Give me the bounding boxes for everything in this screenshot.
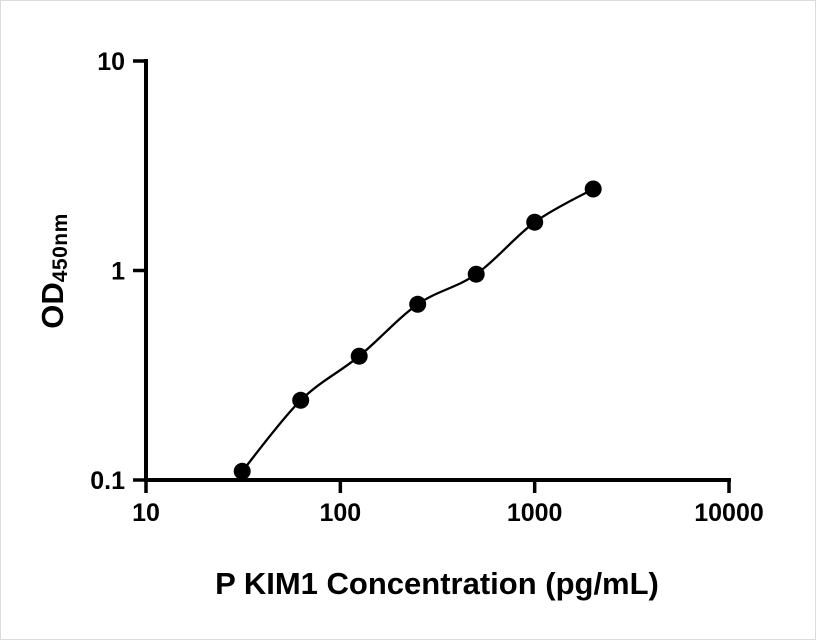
y-axis-title-sub: 450nm xyxy=(49,213,72,283)
x-tick-label: 100 xyxy=(319,499,361,527)
y-axis-title: OD450nm xyxy=(35,213,72,329)
data-point-marker xyxy=(526,213,544,231)
x-tick-label: 10 xyxy=(132,499,160,527)
y-tick-label: 10 xyxy=(97,48,125,76)
y-tick-label: 0.1 xyxy=(90,467,125,495)
x-tick-label: 1000 xyxy=(507,499,563,527)
data-point-marker xyxy=(409,295,427,313)
data-point-marker xyxy=(233,462,251,480)
fit-curve xyxy=(241,187,594,473)
x-tick-label: 10000 xyxy=(694,499,764,527)
y-tick-label: 1 xyxy=(111,258,125,286)
data-point-marker xyxy=(292,391,310,409)
x-axis-title: P KIM1 Concentration (pg/mL) xyxy=(215,566,659,601)
data-point-marker xyxy=(467,265,485,283)
data-point-marker xyxy=(584,180,602,198)
y-axis-title-main: OD xyxy=(35,282,70,329)
data-point-marker xyxy=(350,347,368,365)
